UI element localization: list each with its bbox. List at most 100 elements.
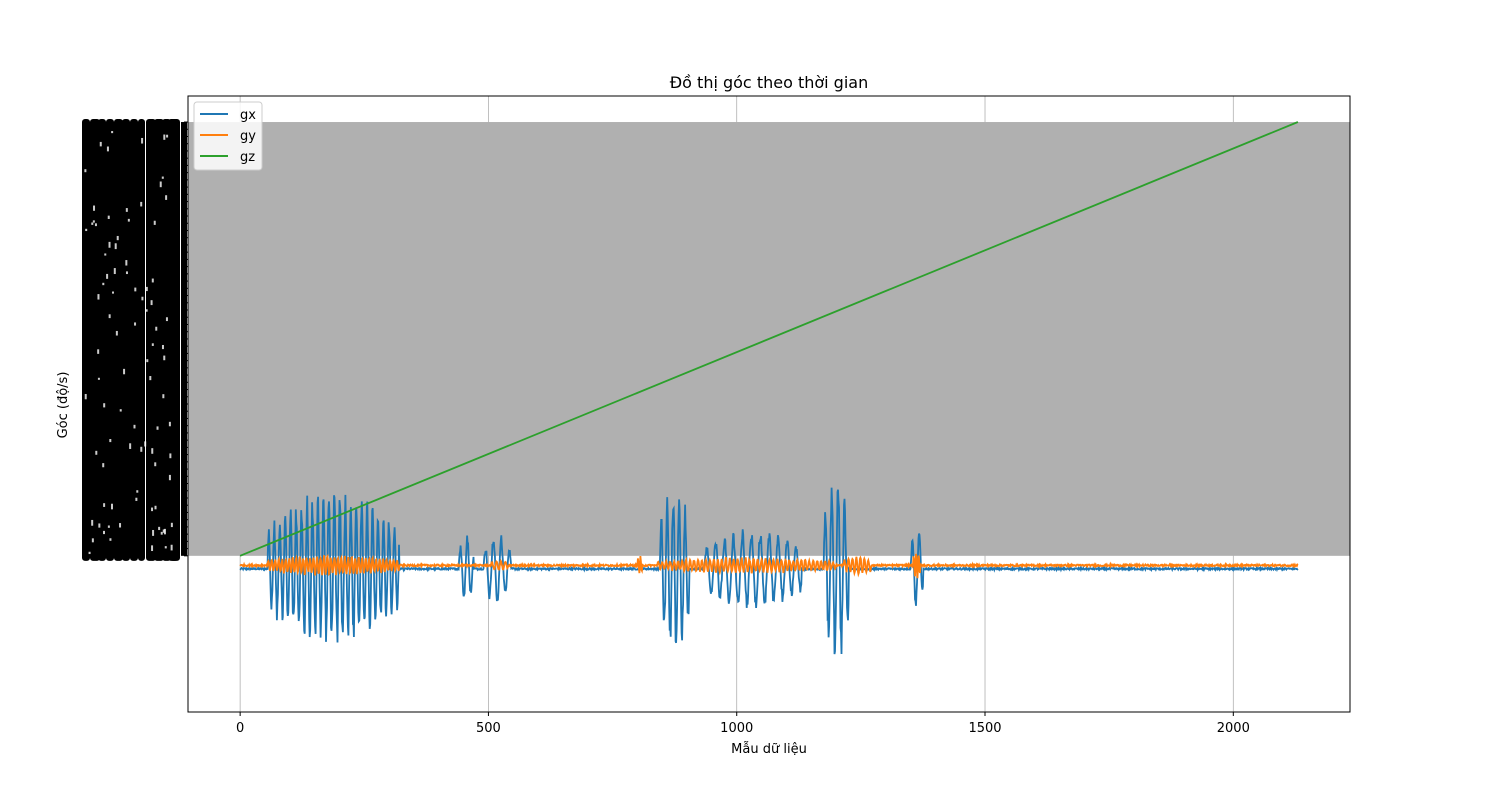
clutter-gap <box>156 426 159 430</box>
y-tick-label-column <box>82 119 90 561</box>
clutter-gap <box>111 131 114 134</box>
clutter-gap <box>153 220 156 225</box>
clutter-gap <box>125 208 128 212</box>
clutter-gap <box>107 525 110 528</box>
clutter-gap <box>108 314 111 319</box>
legend: gx gy gz <box>193 101 263 171</box>
clutter-gap <box>163 355 166 361</box>
clutter-gap <box>115 330 118 336</box>
y-tick-label-column <box>138 119 145 561</box>
x-tick-label: 1500 <box>968 721 1001 736</box>
clutter-gap <box>104 253 107 256</box>
clutter-gap <box>145 286 148 292</box>
clutter-gap <box>106 273 109 279</box>
clutter-gap <box>106 146 109 152</box>
series-line-gx <box>239 487 1299 655</box>
clutter-gap <box>170 522 173 528</box>
clutter-gap <box>136 490 139 493</box>
y-tick-label-column <box>130 119 138 561</box>
x-tick-label: 2000 <box>1217 721 1250 736</box>
clutter-gap <box>110 503 113 510</box>
plot-area <box>187 95 1351 713</box>
clutter-gap <box>102 463 105 468</box>
series-line-gy <box>239 553 1299 579</box>
y-tick-mark-band <box>181 122 187 556</box>
y-tick-label-column <box>154 119 164 561</box>
clutter-gap <box>109 439 112 443</box>
clutter-gap <box>99 141 102 147</box>
clutter-gap <box>119 523 122 528</box>
clutter-gap <box>91 538 94 543</box>
clutter-gap <box>162 394 165 399</box>
clutter-gap <box>114 243 117 250</box>
x-tick-label: 0 <box>236 721 244 736</box>
clutter-gap <box>125 260 128 266</box>
clutter-gap <box>94 223 97 227</box>
clutter-gap <box>112 291 115 294</box>
clutter-gap <box>161 176 164 179</box>
clutter-gap <box>162 529 165 533</box>
clutter-gap <box>85 228 88 232</box>
legend-label-gx: gx <box>240 108 256 123</box>
clutter-gap <box>113 268 116 275</box>
clutter-gap <box>135 497 138 501</box>
chart-title: Đồ thị góc theo thời gian <box>670 73 868 92</box>
clutter-gap <box>97 349 100 354</box>
x-axis: 0 500 1000 1500 2000 <box>236 712 1250 736</box>
clutter-gap <box>84 169 87 173</box>
clutter-gap <box>159 181 162 188</box>
clutter-gap <box>119 409 122 412</box>
clutter-gap <box>108 241 111 248</box>
y-tick-label-column <box>146 119 156 561</box>
clutter-gap <box>163 528 166 535</box>
clutter-gap <box>168 474 171 481</box>
clutter-gap <box>165 195 168 200</box>
clutter-gap <box>98 523 101 528</box>
x-axis-label: Mẫu dữ liệu <box>731 742 807 757</box>
clutter-gap <box>140 201 143 207</box>
clutter-gap <box>97 294 100 300</box>
clutter-gap <box>123 368 126 375</box>
clutter-gap <box>146 359 149 363</box>
legend-label-gz: gz <box>240 150 255 165</box>
clutter-gap <box>103 503 106 507</box>
clutter-gap <box>93 205 96 211</box>
clutter-gap <box>151 448 154 454</box>
clutter-gap <box>160 531 163 535</box>
y-tick-label-column <box>122 119 130 561</box>
clutter-gap <box>168 421 171 427</box>
clutter-gap <box>149 376 152 381</box>
clutter-gap <box>133 424 136 429</box>
y-tick-label-column <box>98 119 106 561</box>
y-tick-label-clutter <box>82 119 187 561</box>
clutter-gap <box>163 134 166 140</box>
clutter-gap <box>88 551 91 555</box>
y-tick-label-column <box>114 119 123 561</box>
clutter-gap <box>145 309 148 312</box>
clutter-gap <box>152 529 155 536</box>
clutter-gap <box>84 393 87 400</box>
x-tick-label: 1000 <box>720 721 753 736</box>
clutter-gap <box>125 271 128 275</box>
clutter-gap <box>91 519 94 526</box>
clutter-gap <box>134 287 137 292</box>
clutter-gap <box>127 218 130 222</box>
clutter-gap <box>97 377 100 380</box>
clutter-gap <box>170 544 173 551</box>
clutter-gap <box>102 282 105 286</box>
y-axis-label: Góc (độ/s) <box>56 372 71 439</box>
clutter-gap <box>151 278 154 283</box>
y-tick-label-column <box>106 119 114 561</box>
clutter-gap <box>141 296 144 301</box>
clutter-gap <box>129 443 132 449</box>
x-tick-label: 500 <box>476 721 501 736</box>
clutter-gap <box>116 235 119 241</box>
clutter-gap <box>109 538 112 541</box>
clutter-gap <box>155 326 158 331</box>
clutter-gap <box>151 343 154 346</box>
clutter-gap <box>140 446 143 452</box>
clutter-gap <box>141 137 144 144</box>
clutter-gap <box>144 441 147 447</box>
clutter-gap <box>92 220 95 223</box>
